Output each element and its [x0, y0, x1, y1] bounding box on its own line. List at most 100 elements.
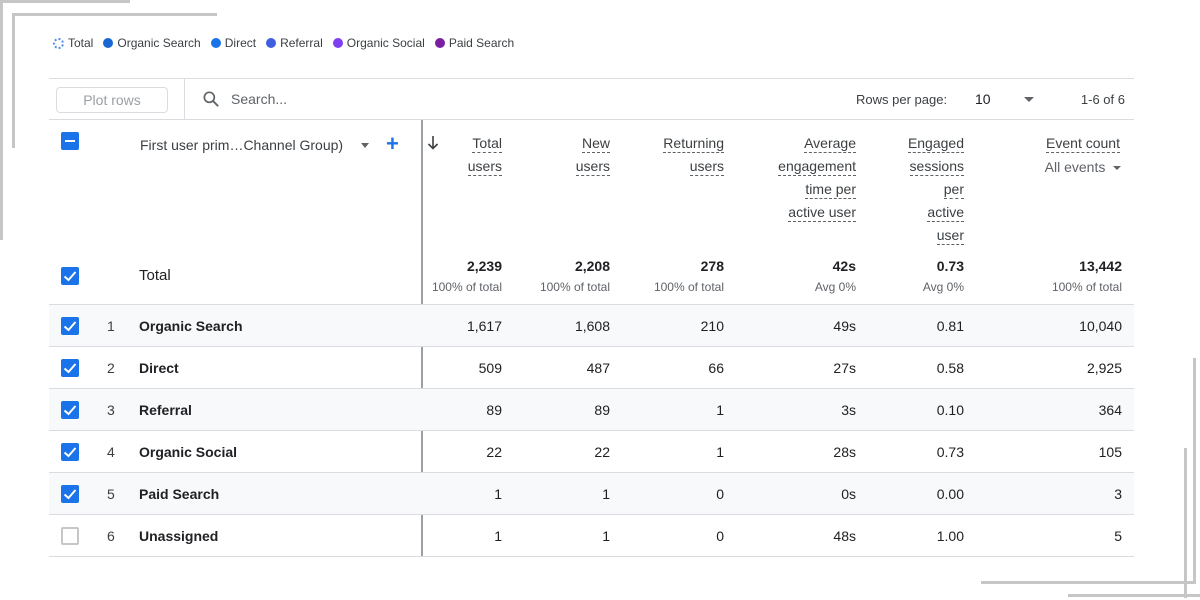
cell-avg-engagement-time: 28s [833, 444, 856, 460]
legend-item[interactable]: Paid Search [434, 36, 515, 50]
add-dimension-icon[interactable]: + [386, 131, 399, 156]
table-row[interactable]: 5 Paid Search 1 1 0 0s 0.00 3 [49, 473, 1134, 515]
column-header-label: active [927, 204, 964, 222]
column-header-label: engagement [778, 158, 856, 176]
legend-label: Paid Search [448, 36, 515, 50]
cell-returning-users: 1 [716, 444, 724, 460]
legend-item[interactable]: Referral [266, 36, 323, 50]
frame-line [981, 581, 1196, 584]
row-channel-name: Unassigned [139, 528, 219, 544]
totals-checkbox[interactable] [61, 267, 79, 285]
table-row[interactable]: 6 Unassigned 1 1 0 48s 1.00 5 [49, 515, 1134, 557]
legend-swatch [332, 38, 343, 48]
column-header-total-users[interactable]: Total users [422, 133, 502, 179]
row-channel-name: Organic Search [139, 318, 243, 334]
row-checkbox[interactable] [61, 401, 79, 419]
cell-avg-engagement-time: 48s [833, 528, 856, 544]
row-channel-name: Direct [139, 360, 179, 376]
total-engaged-sessions-per-user-note: Avg 0% [922, 280, 964, 294]
total-total-users: 2,239 [466, 258, 502, 274]
legend-label: Organic Social [346, 36, 425, 50]
legend-item[interactable]: Organic Social [332, 36, 425, 50]
total-event-count: 13,442 [1079, 258, 1122, 274]
cell-returning-users: 0 [716, 486, 724, 502]
frame-line [1193, 358, 1196, 583]
cell-returning-users: 66 [708, 360, 724, 376]
cell-new-users: 487 [586, 360, 610, 376]
row-channel-name: Organic Social [139, 444, 238, 460]
cell-new-users: 1,608 [574, 318, 610, 334]
totals-label: Total [139, 267, 171, 284]
cell-avg-engagement-time: 49s [833, 318, 856, 334]
event-filter-select[interactable]: All events [1028, 157, 1138, 178]
total-avg-engagement-time: 42s [832, 258, 856, 274]
table-row[interactable]: 4 Organic Social 22 22 1 28s 0.73 105 [49, 431, 1134, 473]
search-input[interactable] [231, 88, 431, 110]
table-row[interactable]: 3 Referral 89 89 1 3s 0.10 364 [49, 389, 1134, 431]
legend-label: Referral [280, 36, 323, 50]
legend-swatch [210, 38, 221, 48]
cell-engaged-sessions-per-user: 0.58 [936, 360, 964, 376]
cell-event-count: 2,925 [1086, 360, 1122, 376]
cell-returning-users: 0 [716, 528, 724, 544]
column-header-returning-users[interactable]: Returning users [614, 133, 724, 179]
cell-avg-engagement-time: 3s [841, 402, 856, 418]
table-row[interactable]: 1 Organic Search 1,617 1,608 210 49s 0.81 10,04… [49, 305, 1134, 347]
dimension-header[interactable]: First user prim…Channel Group) [140, 137, 344, 153]
legend-swatch [53, 37, 64, 49]
row-checkbox[interactable] [61, 527, 79, 545]
cell-event-count: 3 [1114, 486, 1122, 502]
toolbar-divider [184, 79, 185, 120]
column-header-label: per [943, 181, 964, 199]
total-new-users: 2,208 [574, 258, 610, 274]
row-checkbox[interactable] [61, 443, 79, 461]
table-toolbar: Plot rows Rows per page: 10 1-6 of 6 [49, 78, 1134, 120]
column-header-avg-engagement-time[interactable]: Average engagement time per active user [746, 133, 856, 225]
search-icon [203, 91, 219, 107]
legend-item[interactable]: Total [53, 36, 93, 50]
column-header-new-users[interactable]: New users [530, 133, 610, 179]
chevron-down-icon[interactable] [1024, 97, 1034, 102]
total-event-count-note: 100% of total [1051, 280, 1122, 294]
chevron-down-icon[interactable] [361, 143, 369, 148]
column-header-label: users [689, 158, 724, 176]
legend-swatch [103, 38, 114, 48]
cell-event-count: 10,040 [1079, 318, 1122, 334]
select-all-checkbox[interactable] [61, 132, 79, 150]
cell-returning-users: 210 [700, 318, 724, 334]
sort-descending-icon[interactable] [427, 135, 439, 151]
table-row[interactable]: 2 Direct 509 487 66 27s 0.58 2,925 [49, 347, 1134, 389]
totals-row: Total 2,239 100% of total 2,208 100% of tot… [49, 250, 1134, 305]
column-header-label: users [575, 158, 610, 176]
legend-item[interactable]: Organic Search [103, 36, 201, 50]
legend-item[interactable]: Direct [210, 36, 257, 50]
row-channel-name: Referral [139, 402, 192, 418]
total-returning-users-note: 100% of total [653, 280, 724, 294]
rows-per-page-select[interactable]: 10 [975, 91, 991, 107]
column-header-event-count[interactable]: Event count All events [1028, 133, 1138, 178]
frame-line [1068, 594, 1200, 597]
row-checkbox[interactable] [61, 485, 79, 503]
total-returning-users: 278 [700, 258, 724, 274]
plot-rows-button[interactable]: Plot rows [56, 87, 168, 113]
row-index: 3 [107, 402, 115, 418]
legend-label: Total [68, 36, 94, 50]
chart-legend: Total Organic Search Direct Referral Organic… [53, 36, 524, 50]
column-header-engaged-sessions-per-user[interactable]: Engaged sessions per active user [884, 133, 964, 248]
row-checkbox[interactable] [61, 317, 79, 335]
chevron-down-icon [1113, 166, 1122, 171]
column-header-label: user [936, 227, 964, 245]
column-header-label: Average [804, 135, 856, 153]
cell-engaged-sessions-per-user: 0.00 [936, 486, 964, 502]
cell-total-users: 22 [486, 444, 502, 460]
legend-label: Organic Search [117, 36, 201, 50]
column-header-label: Engaged [907, 135, 964, 153]
frame-line [12, 13, 15, 148]
row-index: 4 [107, 444, 115, 460]
column-header-label: sessions [909, 158, 964, 176]
legend-label: Direct [224, 36, 257, 50]
cell-avg-engagement-time: 27s [833, 360, 856, 376]
row-checkbox[interactable] [61, 359, 79, 377]
legend-swatch [266, 38, 277, 48]
row-index: 1 [107, 318, 115, 334]
